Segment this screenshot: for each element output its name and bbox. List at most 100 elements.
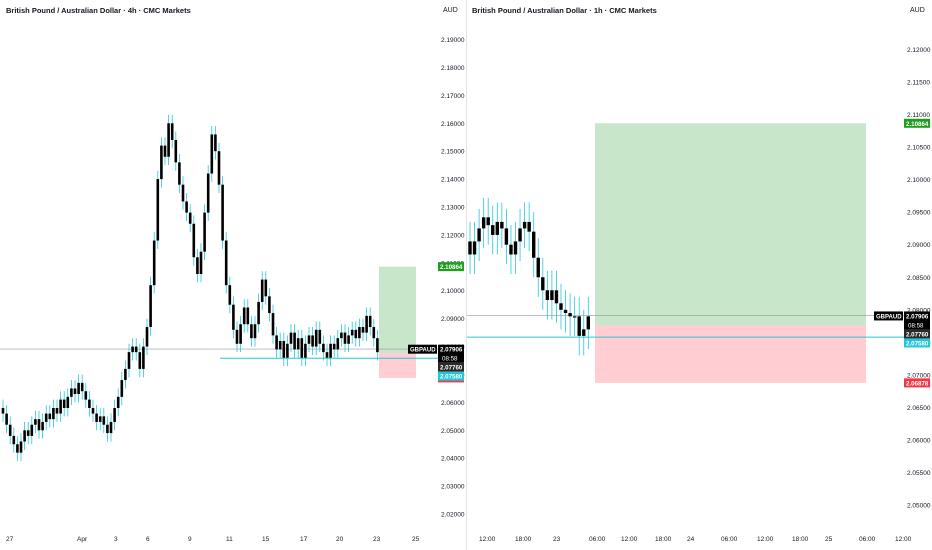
y-tick-label: 2.03000	[441, 484, 465, 491]
candle-body	[48, 413, 52, 420]
x-tick-label: 9	[188, 536, 192, 543]
candle-body	[214, 134, 217, 152]
x-tick-label: 24	[687, 536, 695, 543]
candle-body	[145, 327, 149, 347]
candle-body	[491, 225, 495, 235]
candle-body	[102, 416, 106, 425]
candle-body	[224, 240, 228, 286]
candle-body	[275, 335, 278, 350]
chart-title: British Pound / Australian Dollar · 4h ·…	[6, 6, 191, 15]
candle-body	[532, 231, 536, 258]
x-tick-label: 06:00	[721, 536, 738, 543]
candle-body	[152, 240, 156, 286]
candle-body	[228, 285, 232, 305]
candle-body	[554, 290, 559, 304]
candle-body	[26, 430, 30, 436]
x-tick-label: 11	[226, 536, 233, 543]
x-tick-label: 25	[825, 536, 833, 543]
countdown-tag: 08:58	[442, 356, 458, 363]
candle-body	[481, 217, 486, 229]
candle-body	[16, 444, 19, 453]
chart-pane-4h[interactable]: 2.19000 2.18000 2.17000 2.16000 2.15000 2.140…	[0, 0, 467, 550]
candle-body	[343, 332, 347, 344]
candle-body	[239, 324, 242, 344]
x-tick-label: 12:00	[621, 536, 638, 543]
x-tick-label: 12:00	[757, 536, 774, 543]
entry-line-tag: 2.07580	[906, 340, 929, 347]
symbol-tag: GBPAUD	[876, 314, 902, 320]
candle-body	[142, 346, 145, 369]
candle-body	[109, 421, 113, 434]
x-tick-label: 27	[6, 536, 14, 543]
target-zone	[595, 123, 866, 326]
x-tick-label: 25	[412, 536, 420, 543]
stop-price-tag: 2.06878	[906, 380, 929, 387]
candle-body	[8, 424, 12, 436]
candle-body	[336, 338, 340, 350]
candle-body	[167, 123, 170, 157]
x-tick-label: 18:00	[515, 536, 532, 543]
candle-body	[318, 329, 322, 344]
y-tick-label: 2.18000	[441, 65, 465, 72]
x-tick-label: Apr	[77, 536, 88, 543]
candle-body	[472, 241, 477, 255]
entry-price-tag: 2.07760	[906, 331, 929, 338]
candle-body	[527, 221, 531, 232]
candle-body	[30, 424, 34, 436]
candle-body	[170, 123, 174, 141]
candle-body	[300, 338, 304, 358]
currency-label[interactable]: AUD	[910, 7, 925, 14]
y-tick-label: 2.13000	[441, 205, 465, 212]
x-tick-label: 23	[373, 536, 381, 543]
candle-body	[332, 343, 336, 350]
candle-body	[188, 212, 192, 224]
candle-body	[268, 296, 271, 314]
candle-body	[70, 388, 73, 397]
candle-body	[347, 335, 350, 344]
candle-body	[518, 228, 522, 242]
candle-body	[124, 368, 127, 381]
target-zone	[379, 266, 416, 354]
candle-body	[91, 407, 95, 414]
entry-line-tag: 2.07580	[440, 374, 463, 381]
y-tick-label: 2.05000	[441, 428, 465, 435]
candle-body	[314, 329, 318, 347]
candle-body	[12, 435, 16, 445]
candle-body	[192, 223, 196, 258]
y-tick-label: 2.08500	[907, 275, 931, 282]
chart-canvas-4h[interactable]: 2.19000 2.18000 2.17000 2.16000 2.15000 2.140…	[0, 0, 466, 550]
currency-label[interactable]: AUD	[443, 7, 458, 14]
candle-body	[361, 327, 365, 333]
candle-body	[242, 307, 246, 325]
candle-body	[185, 201, 188, 213]
candle-body	[282, 340, 286, 358]
entry-line-tag-bg	[904, 338, 930, 348]
candle-body	[376, 338, 379, 353]
candle-body	[368, 315, 372, 328]
candle-body	[235, 329, 239, 344]
chart-pane-1h[interactable]: 2.12000 2.11500 2.11000 2.10500 2.10000 2.095…	[467, 0, 932, 550]
entry-price-tag-bg	[438, 362, 464, 372]
candle-body	[232, 304, 235, 330]
x-tick-label: 15	[262, 536, 270, 543]
chart-canvas-1h[interactable]: 2.12000 2.11500 2.11000 2.10500 2.10000 2.095…	[467, 0, 932, 550]
candle-body	[221, 184, 224, 241]
y-tick-label: 2.11000	[907, 112, 930, 119]
candle-body	[19, 441, 23, 453]
x-tick-label: 06:00	[589, 536, 606, 543]
y-tick-label: 2.05500	[907, 470, 931, 477]
candle-body	[80, 382, 84, 392]
candle-body	[37, 419, 41, 431]
y-tick-label: 2.14000	[441, 177, 465, 184]
target-price-tag: 2.10864	[440, 264, 463, 271]
candle-body	[468, 241, 472, 255]
x-tick-label: 12:00	[895, 536, 912, 543]
candle-body	[156, 179, 160, 241]
y-tick-label: 2.07000	[907, 372, 931, 379]
candle-body	[73, 388, 77, 395]
candle-body	[340, 332, 343, 339]
candle-body	[304, 343, 307, 358]
candle-body	[257, 301, 260, 325]
candle-body	[178, 162, 181, 185]
x-tick-label: 12:00	[479, 536, 496, 543]
